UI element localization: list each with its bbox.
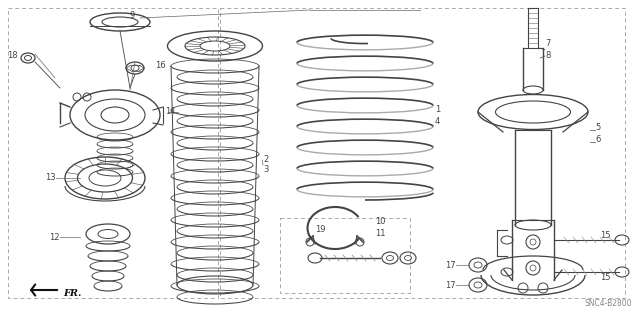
Text: 5: 5 bbox=[595, 123, 600, 132]
Text: 1: 1 bbox=[435, 106, 440, 115]
Text: 15: 15 bbox=[600, 231, 611, 240]
Bar bbox=[220, 8, 625, 298]
Text: SNC4-B2800: SNC4-B2800 bbox=[584, 299, 632, 308]
Text: 18: 18 bbox=[8, 50, 18, 60]
Text: 4: 4 bbox=[435, 117, 440, 127]
Text: 14: 14 bbox=[165, 108, 175, 116]
Text: 16: 16 bbox=[155, 62, 166, 70]
Text: FR.: FR. bbox=[63, 290, 81, 299]
Text: 3: 3 bbox=[263, 166, 268, 174]
Text: 17: 17 bbox=[445, 280, 456, 290]
Text: 12: 12 bbox=[49, 233, 60, 241]
Text: 17: 17 bbox=[445, 261, 456, 270]
Bar bbox=[8, 8, 218, 298]
Text: 11: 11 bbox=[375, 228, 385, 238]
Text: 9: 9 bbox=[130, 11, 135, 20]
Text: 19: 19 bbox=[315, 226, 326, 234]
Text: 10: 10 bbox=[375, 218, 385, 226]
Text: 15: 15 bbox=[600, 272, 611, 281]
Bar bbox=[280, 218, 410, 293]
Text: 2: 2 bbox=[263, 155, 268, 165]
Text: 8: 8 bbox=[545, 50, 550, 60]
Text: 13: 13 bbox=[45, 174, 56, 182]
Text: 6: 6 bbox=[595, 136, 600, 145]
Text: 7: 7 bbox=[545, 40, 550, 48]
